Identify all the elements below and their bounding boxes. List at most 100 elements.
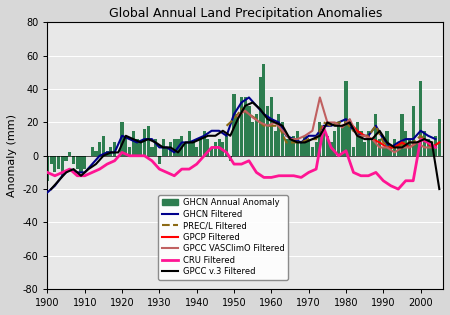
- Bar: [206, 139, 210, 156]
- Bar: [393, 139, 396, 156]
- Bar: [326, 136, 329, 156]
- Bar: [72, 156, 75, 164]
- Bar: [191, 142, 194, 156]
- Bar: [162, 139, 165, 156]
- Bar: [412, 106, 415, 156]
- Bar: [53, 156, 56, 172]
- Bar: [300, 142, 303, 156]
- Bar: [259, 77, 262, 156]
- Bar: [132, 131, 135, 156]
- Bar: [221, 142, 225, 156]
- Bar: [158, 156, 161, 164]
- Bar: [255, 114, 258, 156]
- Bar: [262, 64, 265, 156]
- Bar: [240, 97, 243, 156]
- Bar: [135, 139, 139, 156]
- Bar: [281, 123, 284, 156]
- Bar: [46, 156, 49, 181]
- Bar: [165, 147, 168, 156]
- Bar: [427, 139, 430, 156]
- Bar: [150, 147, 153, 156]
- Bar: [188, 131, 191, 156]
- Bar: [378, 139, 381, 156]
- Bar: [274, 131, 277, 156]
- Bar: [415, 142, 418, 156]
- Bar: [76, 156, 79, 169]
- Bar: [356, 123, 359, 156]
- Bar: [214, 142, 217, 156]
- Bar: [90, 147, 94, 156]
- Bar: [113, 142, 116, 156]
- Bar: [128, 147, 131, 156]
- Bar: [311, 147, 314, 156]
- Bar: [292, 136, 295, 156]
- Bar: [184, 142, 187, 156]
- Bar: [370, 139, 373, 156]
- Bar: [400, 114, 404, 156]
- Bar: [195, 147, 198, 156]
- Bar: [121, 123, 124, 156]
- Bar: [303, 136, 306, 156]
- Bar: [139, 142, 142, 156]
- Bar: [57, 156, 60, 169]
- Bar: [79, 156, 83, 172]
- Bar: [147, 126, 150, 156]
- Bar: [243, 97, 247, 156]
- Bar: [419, 81, 422, 156]
- Bar: [337, 123, 340, 156]
- Bar: [50, 156, 53, 164]
- Bar: [176, 139, 180, 156]
- Bar: [61, 156, 64, 176]
- Bar: [266, 106, 269, 156]
- Bar: [210, 147, 213, 156]
- Bar: [217, 139, 220, 156]
- Bar: [333, 131, 337, 156]
- Bar: [285, 139, 288, 156]
- Bar: [315, 142, 318, 156]
- Bar: [106, 151, 109, 156]
- Bar: [322, 131, 325, 156]
- Bar: [225, 136, 228, 156]
- Bar: [143, 129, 146, 156]
- Bar: [430, 142, 433, 156]
- Bar: [109, 147, 112, 156]
- Bar: [173, 139, 176, 156]
- Bar: [64, 156, 68, 161]
- Bar: [288, 139, 292, 156]
- Bar: [154, 139, 157, 156]
- Bar: [341, 126, 344, 156]
- Bar: [270, 97, 273, 156]
- Bar: [374, 114, 378, 156]
- Bar: [98, 142, 101, 156]
- Bar: [408, 139, 411, 156]
- Bar: [202, 131, 206, 156]
- Y-axis label: Anomaly (mm): Anomaly (mm): [7, 114, 17, 197]
- Bar: [248, 106, 251, 156]
- Bar: [296, 131, 299, 156]
- Bar: [404, 131, 407, 156]
- Bar: [199, 139, 202, 156]
- Bar: [68, 152, 72, 156]
- Bar: [307, 139, 310, 156]
- Bar: [229, 156, 232, 161]
- Bar: [360, 131, 363, 156]
- Bar: [180, 136, 183, 156]
- Legend: GHCN Annual Anomaly, GHCN Filtered, PREC/L Filtered, GPCP Filtered, GPCC VASClim: GHCN Annual Anomaly, GHCN Filtered, PREC…: [158, 195, 288, 279]
- Bar: [233, 94, 236, 156]
- Bar: [83, 156, 86, 169]
- Bar: [329, 142, 333, 156]
- Bar: [102, 136, 105, 156]
- Bar: [352, 147, 355, 156]
- Bar: [423, 131, 426, 156]
- Bar: [386, 131, 389, 156]
- Bar: [382, 147, 385, 156]
- Bar: [124, 136, 127, 156]
- Bar: [236, 114, 239, 156]
- Bar: [169, 142, 172, 156]
- Bar: [389, 147, 392, 156]
- Bar: [318, 123, 321, 156]
- Bar: [94, 151, 98, 156]
- Bar: [363, 142, 366, 156]
- Bar: [277, 114, 280, 156]
- Bar: [434, 136, 437, 156]
